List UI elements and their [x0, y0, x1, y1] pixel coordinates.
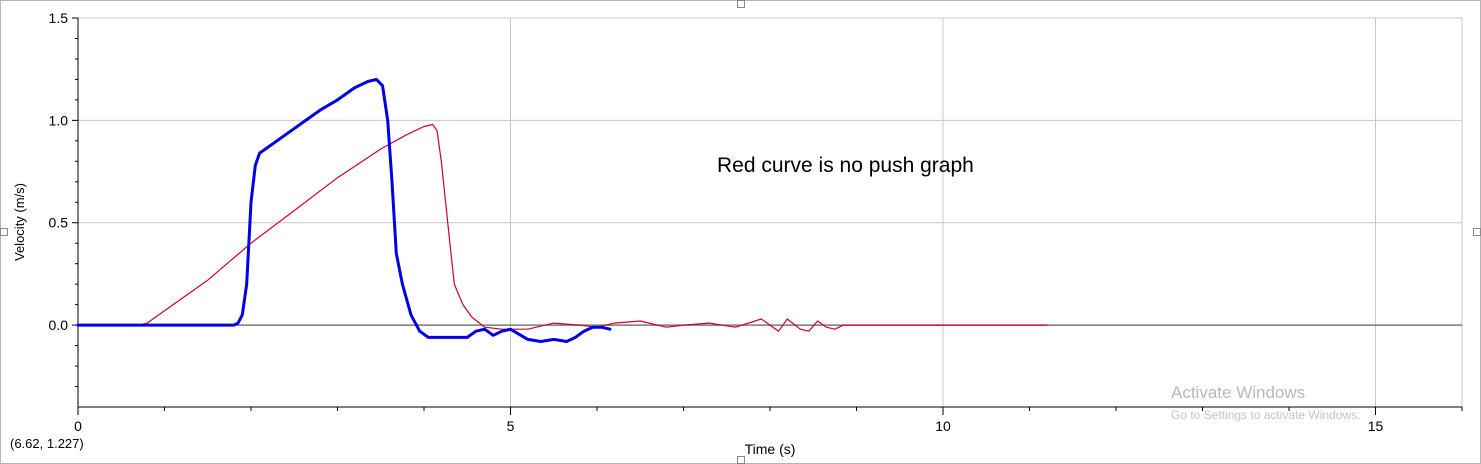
tick-marks [72, 17, 1463, 415]
series-line-blue[interactable] [76, 77, 612, 343]
y-tick-label: 0.0 [49, 317, 69, 333]
y-tick-label: 1.5 [49, 10, 69, 26]
y-axis-label: Velocity (m/s) [12, 183, 27, 261]
x-axis-label: Time (s) [745, 441, 796, 457]
activation-watermark-subtitle: Go to Settings to activate Windows. [1171, 408, 1361, 422]
resize-handle-right[interactable] [1473, 228, 1481, 236]
chart-annotation: Red curve is no push graph [717, 154, 974, 177]
resize-handle-top[interactable] [737, 0, 745, 8]
activation-watermark-title: Activate Windows [1171, 383, 1306, 402]
x-tick-labels: 0 5 10 15 [74, 418, 1383, 434]
resize-handle-bottom[interactable] [737, 456, 745, 464]
resize-handle-left[interactable] [0, 228, 8, 236]
series-line-red[interactable] [77, 123, 1048, 332]
y-tick-labels: 0.0 0.5 1.0 1.5 [49, 10, 69, 333]
cursor-coordinate-readout: (6.62, 1.227) [10, 436, 84, 451]
series-lines[interactable] [76, 77, 1048, 343]
y-tick-label: 1.0 [49, 112, 69, 128]
x-tick-label: 10 [935, 418, 951, 434]
x-tick-label: 5 [507, 418, 515, 434]
x-tick-label: 0 [74, 418, 82, 434]
y-tick-label: 0.5 [49, 215, 69, 231]
x-tick-label: 15 [1368, 418, 1384, 434]
